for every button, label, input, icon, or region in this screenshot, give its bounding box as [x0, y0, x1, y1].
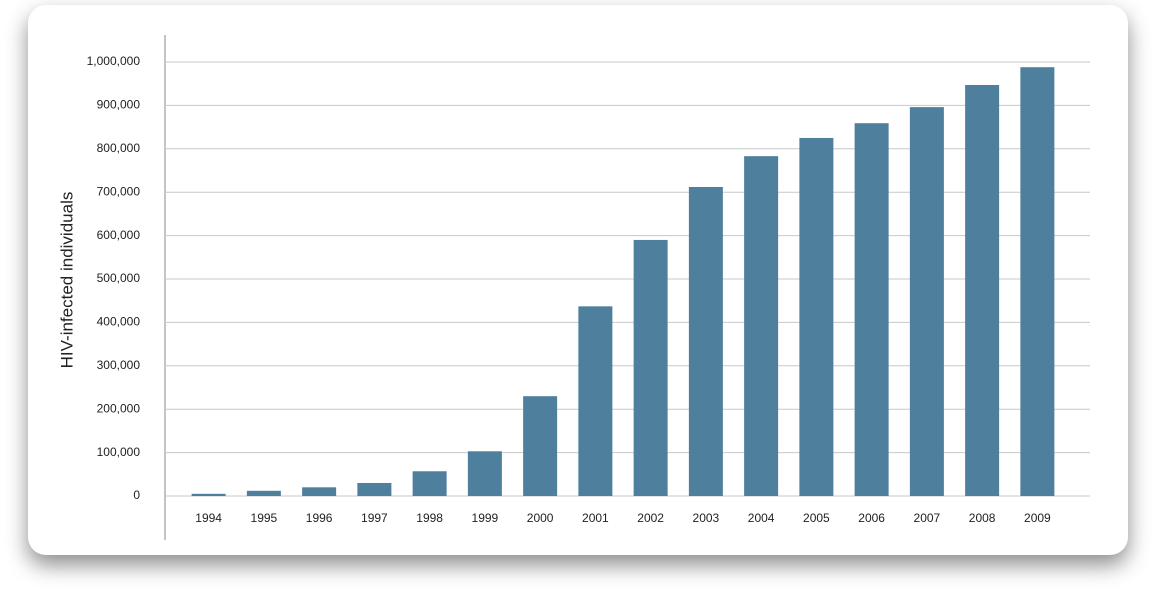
x-tick-label: 2005: [803, 511, 830, 525]
y-tick-label: 400,000: [97, 315, 141, 329]
y-tick-label: 500,000: [97, 271, 141, 285]
x-tick-label: 1994: [195, 511, 222, 525]
bar: [799, 137, 834, 496]
y-tick-label: 800,000: [97, 141, 141, 155]
bar: [854, 123, 889, 496]
y-tick-label: 700,000: [97, 184, 141, 198]
x-tick-label: 2001: [582, 511, 609, 525]
x-tick-label: 2008: [969, 511, 996, 525]
bar: [191, 493, 226, 496]
chart-card: [28, 5, 1128, 555]
bar: [467, 451, 502, 496]
x-tick-label: 2002: [637, 511, 664, 525]
y-tick-label: 200,000: [97, 401, 141, 415]
bar: [909, 107, 944, 497]
x-tick-label: 2000: [527, 511, 554, 525]
y-tick-label: 100,000: [97, 445, 141, 459]
x-tick-label: 1995: [251, 511, 278, 525]
bar: [357, 482, 392, 496]
x-tick-label: 1998: [416, 511, 443, 525]
y-tick-label: 1,000,000: [87, 54, 141, 68]
bar: [578, 306, 613, 496]
x-tick-label: 2007: [914, 511, 941, 525]
y-tick-label: 900,000: [97, 98, 141, 112]
x-tick-label: 1996: [306, 511, 333, 525]
bar: [633, 239, 668, 496]
y-tick-label: 300,000: [97, 358, 141, 372]
bar: [1020, 67, 1055, 496]
y-tick-label: 0: [133, 488, 140, 502]
x-tick-label: 1997: [361, 511, 388, 525]
x-tick-label: 2006: [858, 511, 885, 525]
bar: [302, 487, 337, 496]
x-tick-label: 2003: [693, 511, 720, 525]
x-tick-label: 2009: [1024, 511, 1051, 525]
x-tick-label: 1999: [472, 511, 499, 525]
y-tick-label: 600,000: [97, 228, 141, 242]
bar: [965, 85, 1000, 496]
bar: [523, 396, 558, 496]
bar: [246, 490, 281, 496]
x-tick-label: 2004: [748, 511, 775, 525]
bar: [688, 186, 723, 496]
y-axis-title: HIV-infected individuals: [57, 192, 76, 369]
bar: [412, 471, 447, 496]
bar: [744, 156, 779, 497]
